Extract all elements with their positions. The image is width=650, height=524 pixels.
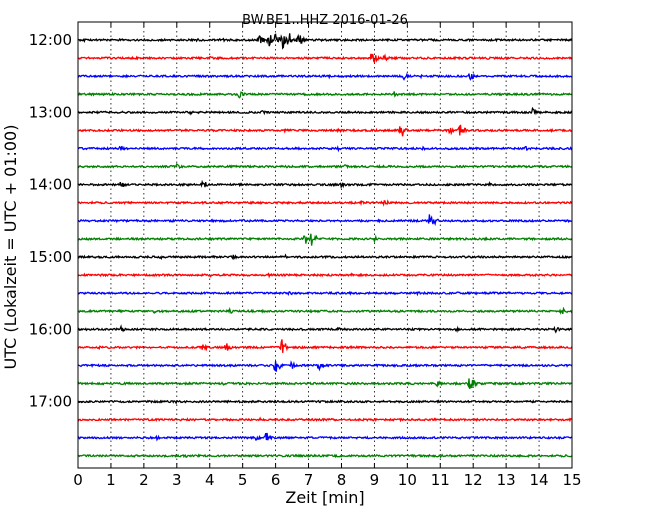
- trace-1745: [77, 453, 573, 459]
- x-tick-label: 15: [562, 471, 581, 489]
- seismic-traces: [77, 33, 573, 459]
- trace-1430: [77, 214, 573, 227]
- y-axis-label: UTC (Lokalzeit = UTC + 01:00): [1, 125, 20, 370]
- x-axis-label: Zeit [min]: [285, 488, 364, 507]
- x-tick-label: 8: [337, 471, 347, 489]
- x-tick-label: 11: [431, 471, 450, 489]
- y-tick-label: 14:00: [29, 176, 72, 194]
- trace-1415: [77, 199, 573, 207]
- x-tick-label: 12: [464, 471, 483, 489]
- plot-frame: [77, 21, 573, 469]
- trace-1515: [77, 272, 573, 279]
- y-tick-label: 12:00: [29, 31, 72, 49]
- trace-1345: [77, 162, 573, 170]
- trace-1530: [77, 290, 573, 297]
- x-tick-label: 0: [73, 471, 83, 489]
- trace-1630: [77, 360, 573, 372]
- trace-1245: [77, 91, 573, 99]
- trace-1230: [77, 72, 572, 81]
- trace-1200: [77, 33, 573, 50]
- y-tick-label: 15:00: [29, 248, 72, 266]
- trace-1715: [77, 416, 573, 423]
- x-tick-label: 14: [530, 471, 549, 489]
- x-tick-label: 9: [370, 471, 380, 489]
- axis-ticks: 0 1 2 3 4 5 6 7 8 9 10 11 12 13 14 1512:0013:0014:0015:…: [29, 22, 582, 489]
- x-tick-label: 6: [271, 471, 281, 489]
- y-tick-label: 16:00: [29, 320, 72, 338]
- trace-1330: [77, 145, 573, 153]
- trace-1700: [77, 399, 573, 405]
- chart-title: BW.BE1..HHZ 2016-01-26: [242, 13, 408, 28]
- x-tick-label: 3: [172, 471, 182, 489]
- y-tick-label: 13:00: [29, 103, 72, 121]
- trace-1315: [77, 124, 573, 137]
- trace-1730: [77, 432, 573, 442]
- trace-1645: [77, 378, 573, 390]
- x-tick-label: 13: [497, 471, 516, 489]
- x-tick-label: 10: [398, 471, 417, 489]
- trace-1400: [77, 179, 572, 189]
- x-tick-label: 1: [106, 471, 116, 489]
- x-tick-label: 4: [205, 471, 215, 489]
- trace-1445: [77, 233, 573, 246]
- x-tick-label: 5: [238, 471, 248, 489]
- trace-1600: [77, 324, 573, 334]
- trace-1615: [77, 339, 573, 353]
- x-tick-label: 2: [139, 471, 149, 489]
- y-tick-label: 17:00: [29, 393, 72, 411]
- trace-1300: [77, 106, 573, 116]
- x-tick-label: 7: [304, 471, 314, 489]
- trace-1215: [78, 53, 573, 65]
- trace-1500: [77, 253, 573, 261]
- trace-1545: [77, 306, 573, 315]
